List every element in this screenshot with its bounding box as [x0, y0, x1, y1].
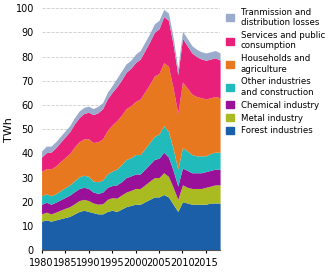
Y-axis label: TWh: TWh: [4, 117, 14, 142]
Legend: Tranmission and
distribution losses, Services and public
consumption, Households: Tranmission and distribution losses, Ser…: [226, 8, 325, 135]
